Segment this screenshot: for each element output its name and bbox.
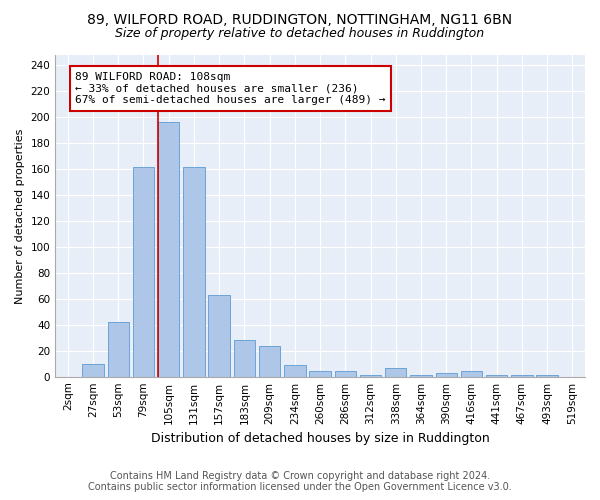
Bar bbox=[335, 372, 356, 376]
Bar bbox=[107, 322, 129, 376]
Bar bbox=[436, 373, 457, 376]
Bar bbox=[259, 346, 280, 376]
Bar bbox=[133, 166, 154, 376]
Bar bbox=[158, 122, 179, 376]
X-axis label: Distribution of detached houses by size in Ruddington: Distribution of detached houses by size … bbox=[151, 432, 490, 445]
Bar bbox=[208, 295, 230, 376]
Bar bbox=[233, 340, 255, 376]
Bar bbox=[310, 372, 331, 376]
Bar bbox=[284, 365, 305, 376]
Bar bbox=[385, 368, 406, 376]
Text: 89, WILFORD ROAD, RUDDINGTON, NOTTINGHAM, NG11 6BN: 89, WILFORD ROAD, RUDDINGTON, NOTTINGHAM… bbox=[88, 12, 512, 26]
Bar bbox=[183, 166, 205, 376]
Text: Size of property relative to detached houses in Ruddington: Size of property relative to detached ho… bbox=[115, 28, 485, 40]
Y-axis label: Number of detached properties: Number of detached properties bbox=[15, 128, 25, 304]
Text: 89 WILFORD ROAD: 108sqm
← 33% of detached houses are smaller (236)
67% of semi-d: 89 WILFORD ROAD: 108sqm ← 33% of detache… bbox=[76, 72, 386, 105]
Text: Contains HM Land Registry data © Crown copyright and database right 2024.
Contai: Contains HM Land Registry data © Crown c… bbox=[88, 471, 512, 492]
Bar bbox=[82, 364, 104, 376]
Bar bbox=[461, 372, 482, 376]
